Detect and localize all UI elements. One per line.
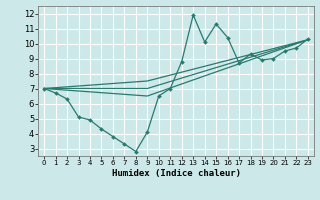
X-axis label: Humidex (Indice chaleur): Humidex (Indice chaleur) bbox=[111, 169, 241, 178]
